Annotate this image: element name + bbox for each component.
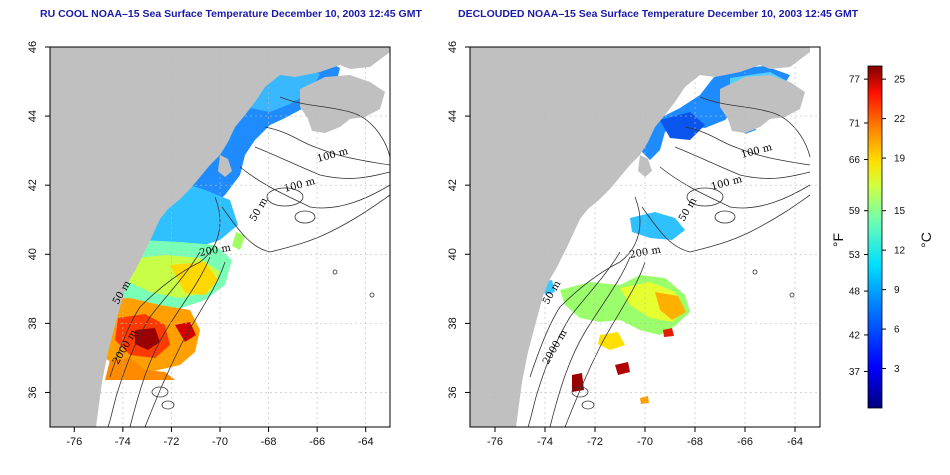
y-tick-label: 46	[447, 41, 459, 53]
celsius-tick-label: 19	[894, 154, 906, 165]
fahrenheit-label: °F	[830, 233, 846, 247]
y-tick-label: 36	[447, 386, 459, 398]
x-tick-label: -70	[637, 436, 653, 448]
left-axis-ticks: -76 -74 -72 -70 -68 -66 -64 46 44 42 40 38 36	[27, 41, 374, 448]
right-gridlines	[470, 46, 820, 427]
x-tick-label: -74	[537, 436, 553, 448]
y-tick-label: 38	[27, 317, 39, 329]
y-tick-label: 40	[27, 248, 39, 260]
y-tick-label: 38	[447, 317, 459, 329]
celsius-tick-label: 6	[894, 325, 900, 336]
fahrenheit-tick-label: 53	[849, 250, 861, 261]
y-tick-label: 42	[447, 179, 459, 191]
colorbar-gradient	[867, 65, 883, 409]
fahrenheit-tick-label: 71	[849, 119, 861, 130]
y-tick-label: 46	[27, 41, 39, 53]
x-tick-label: -76	[66, 436, 82, 448]
left-map-panel: 100 m 100 m 50 m 200 m 50 m 2000 m -76 -7…	[27, 41, 391, 448]
celsius-label: °C	[918, 232, 934, 248]
right-panel-title: DECLOUDED NOAA–15 Sea Surface Temperatur…	[458, 8, 859, 20]
x-tick-label: -68	[687, 436, 703, 448]
celsius-tick-label: 22	[894, 114, 906, 125]
y-tick-label: 36	[27, 386, 39, 398]
fahrenheit-tick-label: 37	[849, 367, 861, 378]
left-panel-title: RU COOL NOAA–15 Sea Surface Temperature …	[40, 8, 422, 20]
x-tick-label: -66	[309, 436, 325, 448]
colorbar-ticks: 25 22 19 15 12 9 6 3 77 71 66 59 53 48 42 37	[849, 75, 906, 378]
fahrenheit-tick-label: 77	[849, 75, 861, 86]
right-axis-ticks: -76 -74 -72 -70 -68 -66 -64 46 44 42 40 38 36	[447, 41, 803, 448]
y-tick-label: 40	[447, 248, 459, 260]
x-tick-label: -72	[163, 436, 179, 448]
y-tick-label: 42	[27, 179, 39, 191]
fahrenheit-tick-label: 59	[849, 206, 861, 217]
x-tick-label: -66	[737, 436, 753, 448]
fahrenheit-tick-label: 48	[849, 287, 861, 298]
right-map-panel: 100 m 100 m 50 m 200 m 50 m 2000 m -76 -7…	[447, 41, 821, 448]
x-tick-label: -64	[358, 436, 374, 448]
x-tick-label: -74	[115, 436, 131, 448]
left-gridlines	[50, 46, 390, 427]
y-tick-label: 44	[27, 110, 39, 122]
x-tick-label: -70	[212, 436, 228, 448]
celsius-tick-label: 12	[894, 246, 906, 257]
celsius-tick-label: 15	[894, 206, 906, 217]
x-tick-label: -68	[261, 436, 277, 448]
colorbar: 25 22 19 15 12 9 6 3 77 71 66 59 53 48 42 37 °F °C	[830, 65, 934, 409]
fahrenheit-tick-label: 42	[849, 330, 861, 341]
y-tick-label: 44	[447, 110, 459, 122]
celsius-tick-label: 25	[894, 75, 906, 86]
x-tick-label: -72	[587, 436, 603, 448]
x-tick-label: -64	[787, 436, 803, 448]
fahrenheit-tick-label: 66	[849, 155, 861, 166]
celsius-tick-label: 9	[894, 285, 900, 296]
celsius-tick-label: 3	[894, 364, 900, 375]
x-tick-label: -76	[487, 436, 503, 448]
